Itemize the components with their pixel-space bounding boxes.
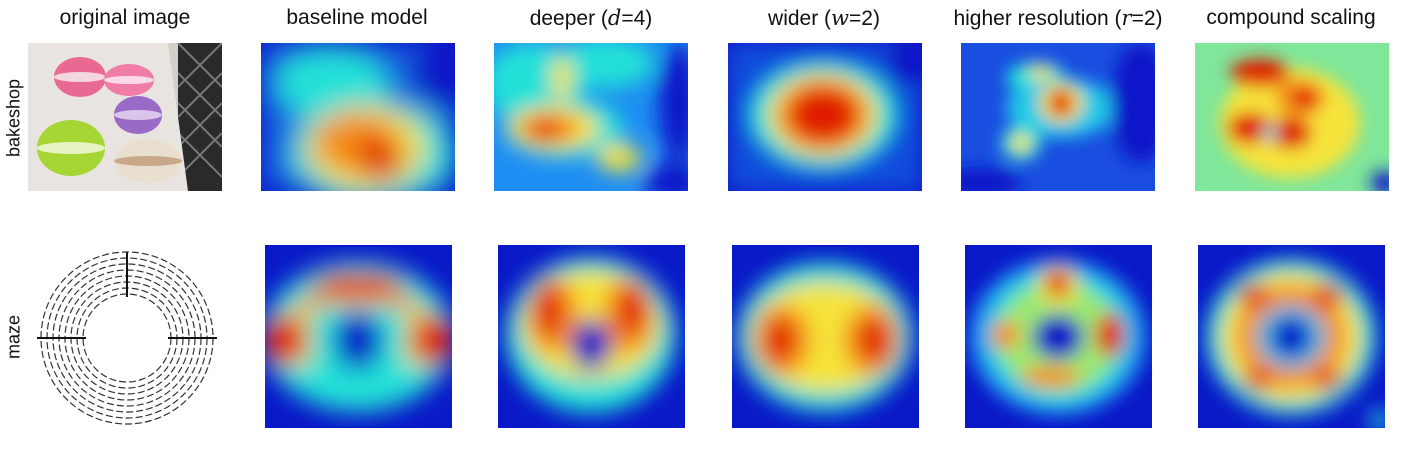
bakeshop-deeper-heatmap — [494, 43, 688, 191]
row-label-bakeshop: bakeshop — [3, 78, 24, 158]
column-header-deeper-post: =4) — [621, 7, 653, 30]
maze-baseline-heatmap — [265, 245, 452, 428]
bakeshop-baseline-heatmap — [261, 43, 455, 191]
row-label-maze: maze — [3, 314, 24, 360]
maze-deeper-heatmap — [498, 245, 685, 428]
bakeshop-resolution-heatmap — [961, 43, 1155, 191]
column-header-resolution-pre: higher resolution ( — [953, 7, 1122, 30]
bakeshop-wider-heatmap — [728, 43, 922, 191]
maze-compound-heatmap — [1198, 245, 1385, 428]
bakeshop-original-image — [28, 43, 222, 191]
bakeshop-compound-heatmap — [1195, 43, 1389, 191]
maze-resolution-heatmap — [965, 245, 1152, 428]
column-header-resolution-post: =2) — [1131, 7, 1163, 30]
column-header-deeper-var: d — [607, 6, 622, 30]
column-header-compound: compound scaling — [1206, 6, 1376, 29]
column-header-deeper-pre: deeper ( — [529, 7, 608, 30]
column-header-baseline: baseline model — [286, 6, 428, 29]
maze-wider-heatmap — [732, 245, 919, 428]
column-header-resolution: higher resolution (r=2) — [953, 6, 1162, 36]
column-header-wider: wider (w=2) — [768, 6, 880, 36]
column-header-resolution-var: r — [1121, 6, 1132, 30]
column-header-wider-var: w — [831, 6, 850, 30]
column-header-wider-pre: wider ( — [768, 7, 832, 30]
column-header-deeper: deeper (d=4) — [530, 6, 653, 36]
column-header-wider-post: =2) — [849, 7, 880, 30]
maze-original-image — [34, 247, 220, 429]
column-header-original: original image — [59, 6, 191, 29]
